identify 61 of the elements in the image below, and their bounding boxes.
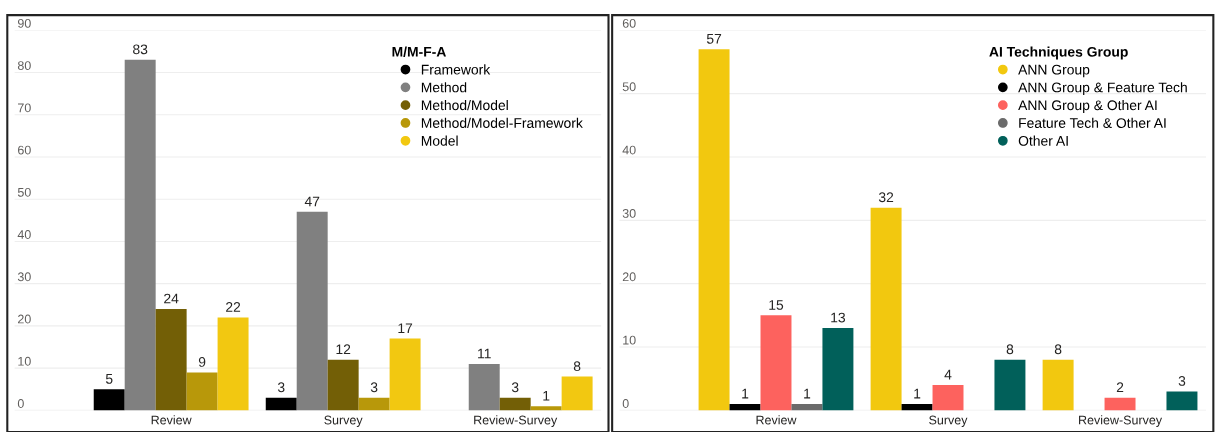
- y-tick-label: 0: [622, 399, 629, 408]
- data-label: 1: [742, 388, 749, 399]
- y-tick-label: 30: [622, 209, 636, 218]
- data-label: 1: [804, 388, 811, 399]
- data-label: 1: [914, 388, 921, 399]
- y-tick-label: 90: [17, 18, 31, 28]
- data-label: 15: [769, 300, 784, 310]
- data-label: 32: [878, 192, 894, 203]
- y-tick-label: 60: [622, 18, 636, 28]
- data-label: 1: [543, 390, 550, 401]
- legend-label: ANN Group: [1018, 64, 1090, 78]
- legend-label: Other AI: [1018, 135, 1068, 146]
- data-label: 3: [370, 382, 378, 393]
- data-label: 5: [105, 374, 113, 384]
- y-tick-label: 20: [18, 314, 31, 324]
- x-tick-label: Review-Survey: [474, 415, 558, 427]
- data-label: 47: [304, 196, 320, 207]
- x-tick-label: Survey: [324, 415, 363, 427]
- x-tick-label: Survey: [929, 415, 968, 427]
- data-label: 83: [133, 44, 148, 55]
- legend-label: Feature Tech & Other AI: [1019, 117, 1166, 128]
- legend-label: Model: [421, 135, 458, 146]
- legend-label: Method: [421, 82, 467, 93]
- legend-label: Method/Model: [421, 99, 508, 111]
- y-tick-label: 30: [17, 272, 31, 282]
- data-label: 3: [1178, 376, 1186, 386]
- y-tick-label: 40: [622, 145, 636, 155]
- legend-label: ANN Group & Other AI: [1018, 99, 1157, 113]
- legend-label: Method/Model-Framework: [421, 117, 583, 128]
- data-label: 57: [706, 34, 722, 44]
- legend-title: AI Techniques Group: [989, 46, 1128, 60]
- data-label: 2: [1116, 382, 1124, 393]
- legend-label: Framework: [421, 64, 491, 75]
- data-label: 13: [831, 312, 846, 323]
- legend-title: M/M-F-A: [392, 46, 446, 57]
- data-label: 9: [198, 357, 206, 367]
- data-label: 3: [277, 382, 285, 393]
- y-tick-label: 10: [18, 356, 31, 366]
- data-label: 24: [164, 293, 179, 304]
- y-tick-label: 10: [623, 335, 636, 345]
- legend-label: ANN Group & Feature Tech: [1018, 82, 1187, 96]
- data-label: 12: [336, 344, 351, 355]
- data-label: 8: [1006, 344, 1014, 355]
- data-label: 3: [511, 382, 519, 393]
- y-tick-label: 80: [17, 61, 31, 71]
- x-tick-label: Review: [756, 415, 797, 425]
- data-label: 8: [1054, 344, 1062, 355]
- y-tick-label: 0: [17, 399, 24, 408]
- data-label: 22: [226, 302, 241, 312]
- y-tick-label: 50: [17, 187, 31, 197]
- y-tick-label: 40: [17, 230, 31, 239]
- y-tick-label: 20: [622, 272, 636, 282]
- data-label: 8: [573, 361, 581, 372]
- data-label: 17: [398, 323, 413, 333]
- y-tick-label: 70: [18, 103, 31, 113]
- data-label: 11: [478, 348, 491, 359]
- y-tick-label: 50: [622, 82, 636, 92]
- x-tick-label: Review-Survey: [1079, 415, 1163, 427]
- data-label: 4: [944, 369, 952, 380]
- y-tick-label: 60: [18, 145, 31, 155]
- x-tick-label: Review: [151, 415, 192, 425]
